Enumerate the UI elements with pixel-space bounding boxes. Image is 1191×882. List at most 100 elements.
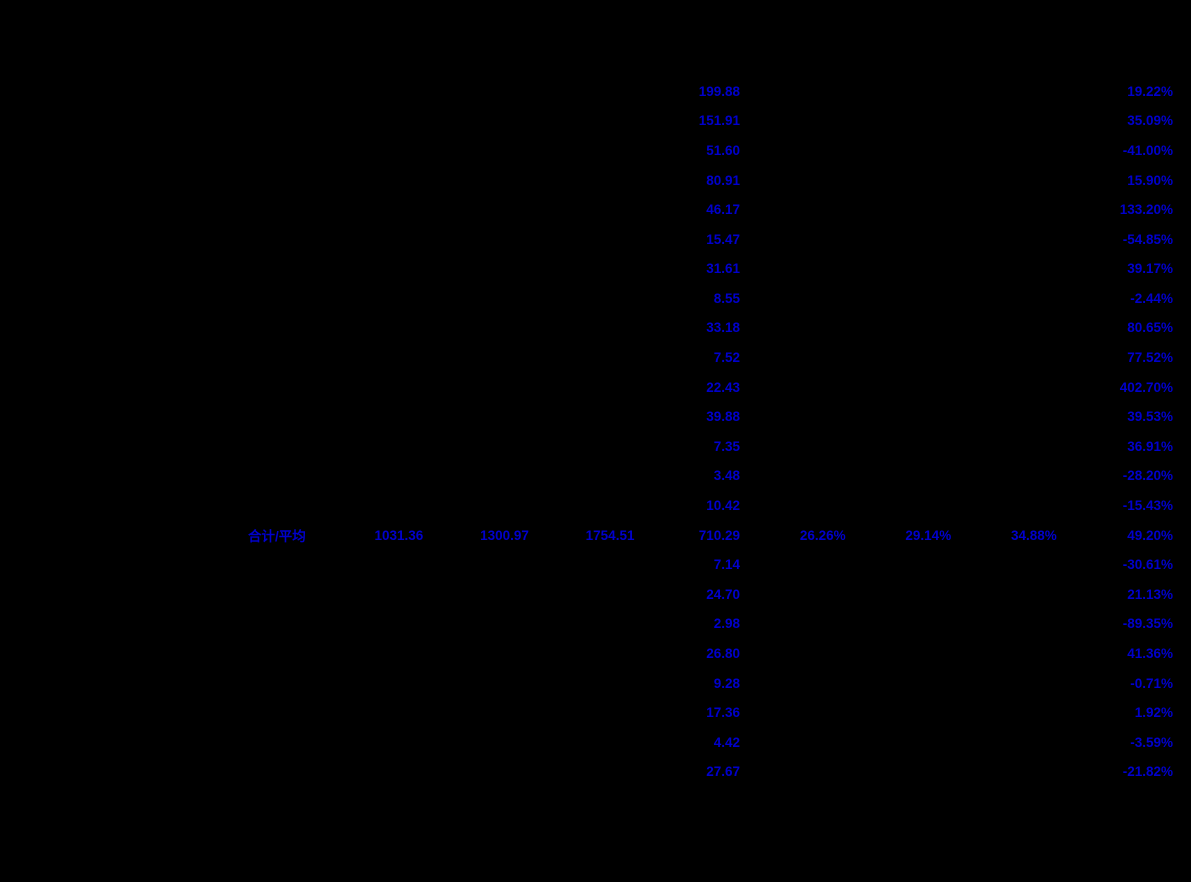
table-cell: 12.28: [336, 402, 442, 432]
table-cell: 16.02%: [758, 106, 864, 136]
table-cell: 增持: [201, 639, 336, 669]
table-cell: 402.70%: [1075, 372, 1191, 402]
table-cell: 47.37%: [864, 313, 970, 343]
table-cell: 13.66: [441, 432, 547, 462]
table-cell: -0.71%: [1075, 668, 1191, 698]
table-cell: 买入: [201, 106, 336, 136]
table-cell: -15.43%: [1075, 491, 1191, 521]
table-cell: 22.87%: [864, 639, 970, 669]
table-cell: 41.36%: [1075, 639, 1191, 669]
table-cell: 11.26: [441, 284, 547, 314]
table-cell: 22.08: [547, 254, 653, 284]
table-cell: -30.00%: [864, 372, 970, 402]
summary-cell: 1300.97: [441, 520, 547, 550]
table-cell: 151.91: [652, 106, 758, 136]
header-gr-2017: 2017: [864, 48, 970, 76]
table-cell: 000656: [127, 313, 201, 343]
table-cell: 21.13%: [1075, 580, 1191, 610]
table-cell: 首开股份: [0, 698, 127, 728]
table-cell: -136.59%: [758, 728, 864, 758]
table-cell: 中航善达: [0, 580, 127, 610]
table-cell: 11.27: [547, 372, 653, 402]
table-cell: 19.22%: [1075, 76, 1191, 106]
table-cell: 000031: [127, 372, 201, 402]
table-cell: 000961: [127, 254, 201, 284]
table-cell: 3.48: [652, 461, 758, 491]
table-cell: 华夏幸福: [0, 224, 127, 254]
table-cell: 7.14: [652, 550, 758, 580]
table-row: 世联行002285增持7.4910.0410.307.1433.21%34.03…: [0, 550, 1191, 580]
table-cell: 增持: [201, 609, 336, 639]
table-cell: 20.25%: [864, 254, 970, 284]
table-cell: 78.56%: [969, 195, 1075, 225]
table-cell: 000402: [127, 757, 201, 787]
table-cell: 8.55: [652, 284, 758, 314]
table-row: 阳光城000671买入12.2820.6235.3339.88-12.47%67…: [0, 402, 1191, 432]
table-cell: 金科股份: [0, 313, 127, 343]
table-cell: 33.21%: [758, 550, 864, 580]
table-cell: 2.98: [652, 609, 758, 639]
table-cell: 24.70: [652, 580, 758, 610]
table-row: 光大嘉宝600622增持6.128.8927.962.98-30.90%45.2…: [0, 609, 1191, 639]
table-cell: 5.44: [441, 491, 547, 521]
table-cell: 000671: [127, 402, 201, 432]
table-cell: 000069: [127, 639, 201, 669]
table-cell: 65.54%: [864, 491, 970, 521]
table-cell: -183.33%: [864, 580, 970, 610]
table-cell: 30.00: [441, 757, 547, 787]
table-cell: 8.89: [441, 609, 547, 639]
table-cell: 增持: [201, 580, 336, 610]
table-cell: 12.90%: [969, 343, 1075, 373]
table-cell: 31.61: [652, 254, 758, 284]
table-cell: 2.28%: [864, 698, 970, 728]
table-cell: 33.44%: [864, 106, 970, 136]
table-cell: 增持: [201, 698, 336, 728]
table-cell: 600622: [127, 609, 201, 639]
table-cell: 6.00: [441, 254, 547, 284]
table-cell: 72.07: [336, 136, 442, 166]
table-cell: 133.20%: [1075, 195, 1191, 225]
table-cell: 蓝光发展: [0, 432, 127, 462]
table-cell: -4.86: [336, 580, 442, 610]
table-cell: 增持: [201, 728, 336, 758]
table-cell: 光大嘉宝: [0, 491, 127, 521]
table-cell: 增持: [201, 284, 336, 314]
summary-cell: 710.29: [652, 520, 758, 550]
table-cell: 199.88: [652, 76, 758, 106]
table-cell: -12.47%: [758, 402, 864, 432]
table-cell: 15.90%: [1075, 165, 1191, 195]
table-cell: 18.83%: [864, 668, 970, 698]
table-cell: 99.68%: [864, 195, 970, 225]
table-cell: 2.12: [336, 728, 442, 758]
table-cell: 124.22: [336, 76, 442, 106]
table-cell: 20.36%: [969, 668, 1075, 698]
table-cell: 51.60: [652, 136, 758, 166]
table-cell: 156.26: [441, 76, 547, 106]
table-cell: 107.66: [547, 195, 653, 225]
table-cell: 64.42%: [758, 195, 864, 225]
header-name: 名称: [0, 20, 127, 76]
table-cell: 7.35: [652, 432, 758, 462]
table-cell: 80.91: [652, 165, 758, 195]
table-cell: 买入: [201, 432, 336, 462]
table-cell: 增持: [201, 491, 336, 521]
table-cell: 105.89: [547, 639, 653, 669]
table-cell: 80.65%: [1075, 313, 1191, 343]
table-cell: 26.39: [547, 432, 653, 462]
table-cell: 000043: [127, 580, 201, 610]
header-gr-group: 净利润同比增长: [758, 20, 1191, 48]
table-cell: 95.90: [336, 165, 442, 195]
table-cell: 68.87: [336, 639, 442, 669]
table-cell: 金融街: [0, 757, 127, 787]
table-cell: 25.80%: [864, 76, 970, 106]
table-cell: 600606: [127, 136, 201, 166]
table-cell: 买入: [201, 195, 336, 225]
table-cell: 增持: [201, 343, 336, 373]
table-cell: 增持: [201, 757, 336, 787]
header-np-group: 归属母公司净利润（亿元）: [336, 20, 758, 48]
table-cell: 增持: [201, 224, 336, 254]
table-cell: 267.98%: [969, 254, 1075, 284]
table-cell: 34.36%: [969, 372, 1075, 402]
table-cell: -41.00%: [1075, 136, 1191, 166]
table-row: 金科股份000656买入13.6120.0641.0133.18-1.76%47…: [0, 313, 1191, 343]
